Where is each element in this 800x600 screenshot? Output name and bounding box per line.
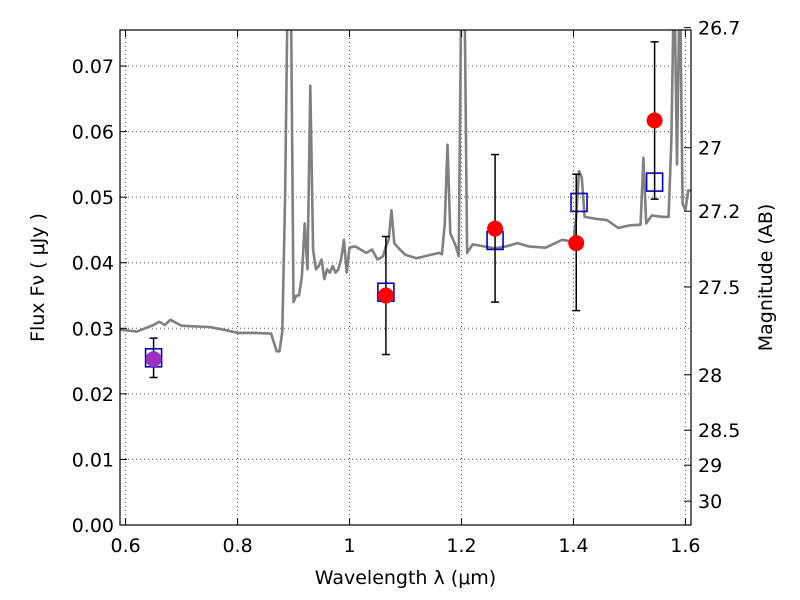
y-tick-label: 0.00 xyxy=(72,515,114,537)
grid-layer xyxy=(120,30,691,525)
y2-tick-label: 30 xyxy=(698,491,722,513)
model-photometry-square xyxy=(570,192,588,213)
y2-tick-label: 28 xyxy=(698,365,722,387)
y-tick-label: 0.05 xyxy=(72,187,114,209)
spectrum-layer xyxy=(120,30,691,353)
y-axis-title: Flux Fν ( μJy ) xyxy=(27,213,49,342)
y-tick-label: 0.04 xyxy=(72,253,114,275)
plot-frame xyxy=(119,29,692,526)
marker-layer xyxy=(144,41,664,379)
x-tick-label: 1.4 xyxy=(558,535,588,557)
y2-tick-label: 27 xyxy=(698,138,722,160)
y2-tick-label: 29 xyxy=(698,455,722,477)
y2-tick-label: 27.5 xyxy=(698,277,740,299)
y2-tick-label: 28.5 xyxy=(698,420,740,442)
x-tick-label: 0.8 xyxy=(222,535,252,557)
axis-layer: 0.6 0.8 1 1.2 1.4 1.6 0.00 0.01 0.02 0.03 0.04 0.05… xyxy=(72,18,741,557)
y-tick-label: 0.07 xyxy=(72,56,114,78)
y-tick-label: 0.03 xyxy=(72,318,114,340)
y-tick-label: 0.02 xyxy=(72,384,114,406)
observed-flux-point xyxy=(377,287,394,304)
observed-flux-point xyxy=(145,351,162,368)
y-tick-label: 0.06 xyxy=(72,122,114,144)
observed-flux-point xyxy=(568,235,585,252)
y2-tick-label: 26.7 xyxy=(698,18,740,40)
y-tick-label: 0.01 xyxy=(72,449,114,471)
y2-tick-label: 27.2 xyxy=(698,201,740,223)
x-tick-label: 1.2 xyxy=(446,535,476,557)
model-spectrum-line xyxy=(120,30,691,353)
observed-flux-point xyxy=(487,220,504,237)
x-tick-label: 1 xyxy=(343,535,355,557)
observed-flux-point xyxy=(646,112,663,129)
x-tick-label: 0.6 xyxy=(110,535,140,557)
x-tick-label: 1.6 xyxy=(670,535,700,557)
y2-axis-title: Magnitude (AB) xyxy=(755,204,777,352)
x-axis-title: Wavelength λ (μm) xyxy=(315,567,496,589)
